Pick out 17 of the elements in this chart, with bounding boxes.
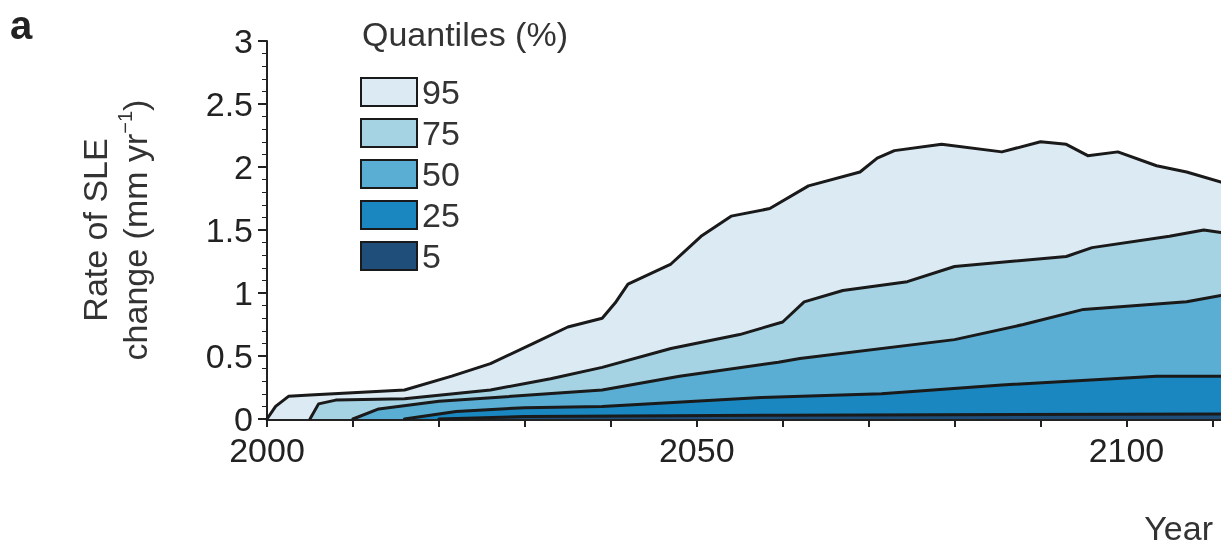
x-tick-label: 2100	[1088, 431, 1165, 469]
legend-label: 75	[422, 114, 460, 152]
legend-label: 95	[422, 73, 460, 111]
y-tick-label: 1	[234, 274, 253, 312]
legend-label: 25	[422, 196, 460, 234]
y-tick-label: 2	[234, 148, 253, 186]
y-axis-title: Rate of SLE change (mm yr−1)	[76, 99, 154, 361]
x-axis-title: Year	[1144, 509, 1213, 547]
y-tick-label: 0.5	[205, 337, 253, 375]
legend-label: 50	[422, 155, 460, 193]
legend-label: 5	[422, 237, 441, 275]
y-tick-label: 2.5	[205, 85, 253, 123]
x-tick-label: 2050	[658, 431, 735, 469]
chart-title: a	[10, 3, 33, 47]
y-tick-label: 3	[234, 22, 253, 60]
legend-title: Quantiles (%)	[362, 15, 568, 53]
y-tick-label: 1.5	[205, 211, 253, 249]
